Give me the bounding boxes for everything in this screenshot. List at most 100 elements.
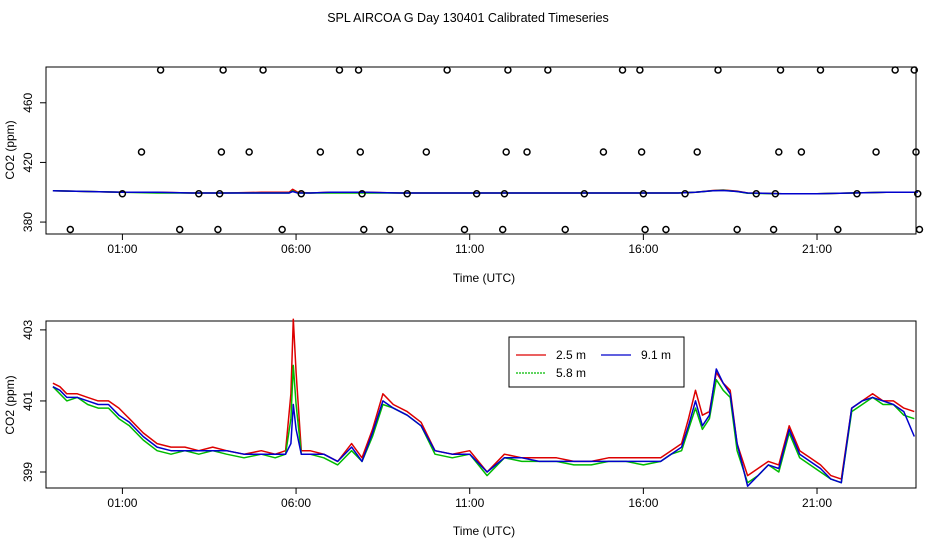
- top-x-axis-label: Time (UTC): [453, 271, 515, 285]
- scatter-point: [834, 225, 842, 234]
- scatter-point: [639, 189, 648, 198]
- legend-label-2-5m: 2.5 m: [556, 348, 586, 362]
- bottom-y-tick-label: 403: [21, 320, 35, 340]
- bottom-x-axis-label: Time (UTC): [453, 524, 515, 538]
- bottom-series-line-5-8-m: [52, 364, 915, 484]
- scatter-point: [472, 189, 481, 198]
- bottom-x-tick-label: 01:00: [107, 496, 137, 510]
- scatter-point: [662, 225, 670, 234]
- scatter-point: [641, 225, 649, 234]
- top-panel: 01:00 06:00 11:00 16:00 21:00 380 420 460 Time…: [3, 66, 924, 285]
- scatter-point: [137, 148, 146, 156]
- scatter-point: [544, 66, 552, 74]
- top-plot-frame: [45, 66, 917, 235]
- top-x-tick-label: 11:00: [455, 242, 484, 256]
- scatter-point: [214, 225, 222, 234]
- scatter-point: [523, 148, 531, 156]
- legend-label-9-1m: 9.1 m: [641, 348, 671, 362]
- top-x-tick-label: 01:00: [107, 242, 137, 256]
- scatter-point: [219, 66, 227, 74]
- scatter-point: [636, 66, 644, 74]
- scatter-point: [403, 189, 411, 198]
- scatter-point: [580, 189, 589, 198]
- scatter-point: [443, 66, 451, 74]
- top-x-tick-label: 06:00: [281, 242, 311, 256]
- scatter-point: [460, 225, 469, 234]
- scatter-point: [175, 225, 184, 234]
- bottom-series-line-9-1-m: [52, 368, 915, 487]
- scatter-point: [599, 148, 608, 156]
- top-series-line-2: [52, 189, 918, 195]
- bottom-panel: 01:00 06:00 11:00 16:00 21:00 399 401 403 Time…: [3, 318, 917, 538]
- scatter-point: [872, 148, 880, 156]
- scatter-point: [386, 225, 394, 234]
- bottom-y-axis-label: CO2 (ppm): [3, 375, 17, 434]
- scatter-point: [816, 66, 825, 74]
- scatter-point: [215, 189, 224, 198]
- scatter-point: [156, 66, 165, 74]
- scatter-point: [358, 189, 366, 198]
- bottom-y-axis: 399 401 403: [21, 320, 46, 482]
- scatter-point: [118, 189, 127, 198]
- legend-label-5-8m: 5.8 m: [556, 366, 586, 380]
- scatter-point: [912, 148, 920, 156]
- bottom-x-tick-label: 21:00: [802, 496, 832, 510]
- top-y-tick-label: 420: [21, 152, 35, 172]
- scatter-point: [278, 225, 286, 234]
- top-x-axis: 01:00 06:00 11:00 16:00 21:00: [107, 234, 832, 256]
- top-y-tick-label: 380: [21, 212, 35, 232]
- scatter-point: [66, 225, 75, 234]
- scatter-point: [500, 189, 509, 198]
- bottom-y-tick-label: 401: [21, 391, 35, 411]
- legend: 2.5 m 9.1 m 5.8 m: [508, 336, 685, 388]
- scatter-point: [245, 148, 253, 156]
- scatter-point: [913, 189, 922, 198]
- scatter-point: [915, 225, 924, 234]
- scatter-point: [693, 148, 701, 156]
- scatter-point: [354, 66, 363, 74]
- scatter-point: [853, 189, 861, 198]
- bottom-x-tick-label: 11:00: [455, 496, 484, 510]
- top-y-axis: 380 420 460: [21, 92, 46, 232]
- top-scatter-points: [66, 66, 924, 234]
- scatter-point: [714, 66, 722, 74]
- scatter-point: [775, 148, 783, 156]
- scatter-point: [891, 66, 899, 74]
- bottom-x-tick-label: 06:00: [281, 496, 311, 510]
- scatter-point: [637, 148, 646, 156]
- scatter-point: [681, 189, 689, 198]
- legend-box: [508, 336, 685, 388]
- bottom-x-axis: 01:00 06:00 11:00 16:00 21:00: [107, 488, 832, 510]
- scatter-point: [335, 66, 344, 74]
- scatter-point: [259, 66, 267, 74]
- bottom-x-tick-label: 16:00: [628, 496, 658, 510]
- top-x-tick-label: 21:00: [802, 242, 832, 256]
- figure-title: SPL AIRCOA G Day 130401 Calibrated Times…: [327, 11, 609, 25]
- scatter-point: [360, 225, 368, 234]
- bottom-series-lines: [52, 318, 915, 487]
- scatter-point: [195, 189, 203, 198]
- scatter-point: [769, 225, 778, 234]
- scatter-point: [776, 66, 785, 74]
- scatter-point: [502, 148, 510, 156]
- top-x-tick-label: 16:00: [628, 242, 658, 256]
- bottom-plot-frame: [45, 320, 917, 489]
- scatter-point: [733, 225, 741, 234]
- scatter-point: [422, 148, 431, 156]
- top-series-lines: [52, 188, 918, 195]
- top-y-tick-label: 460: [21, 92, 35, 112]
- scatter-point: [561, 225, 569, 234]
- scatter-point: [771, 189, 780, 198]
- top-y-axis-label: CO2 (ppm): [3, 120, 17, 179]
- scatter-point: [910, 66, 919, 74]
- scatter-point: [618, 66, 627, 74]
- scatter-point: [297, 189, 306, 198]
- bottom-series-line-2-5-m: [52, 318, 915, 480]
- bottom-y-tick-label: 399: [21, 462, 35, 482]
- scatter-point: [217, 148, 226, 156]
- scatter-point: [797, 148, 806, 156]
- scatter-point: [316, 148, 325, 156]
- scatter-point: [752, 189, 760, 198]
- scatter-point: [498, 225, 507, 234]
